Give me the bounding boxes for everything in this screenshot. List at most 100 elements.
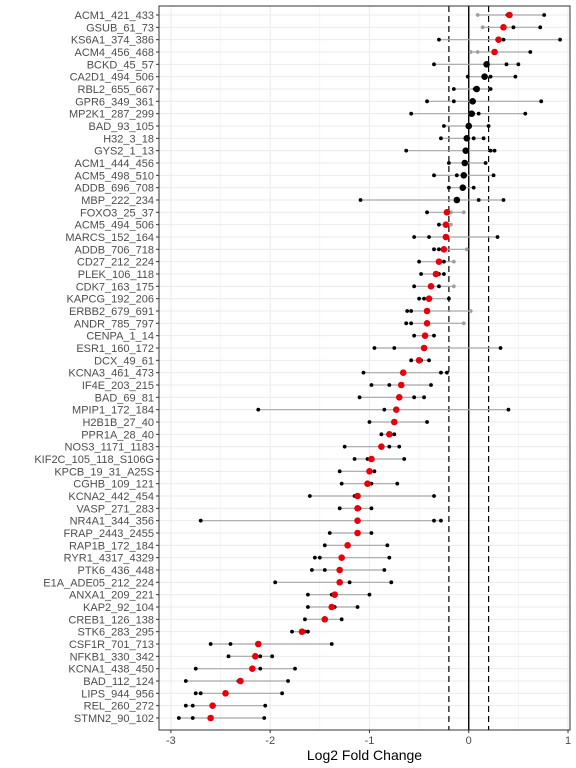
y-tick-label: PTK6_436_448 bbox=[78, 565, 154, 577]
replicate-point bbox=[352, 457, 357, 461]
replicate-point bbox=[183, 703, 188, 708]
replicate-point bbox=[355, 605, 360, 609]
replicate-point bbox=[432, 518, 436, 523]
mean-point bbox=[435, 258, 443, 265]
y-tick-label: NR4A1_344_356 bbox=[70, 516, 154, 528]
mean-point bbox=[395, 394, 403, 401]
replicate-point bbox=[190, 703, 195, 708]
y-tick-label: RBL2_655_667 bbox=[78, 84, 154, 96]
mean-point bbox=[442, 221, 450, 228]
replicate-point bbox=[419, 272, 423, 276]
replicate-point bbox=[404, 148, 409, 153]
replicate-point bbox=[437, 222, 441, 227]
mean-point bbox=[423, 320, 431, 327]
y-tick-label: BAD_93_105 bbox=[89, 121, 154, 133]
replicate-point bbox=[262, 716, 267, 720]
replicate-point bbox=[404, 321, 409, 326]
y-tick-label: REL_260_272 bbox=[84, 701, 154, 713]
replicate-point bbox=[327, 531, 332, 535]
replicate-point bbox=[446, 296, 451, 301]
replicate-point bbox=[290, 629, 294, 634]
replicate-point bbox=[495, 235, 500, 239]
replicate-point bbox=[501, 37, 506, 42]
mean-point bbox=[415, 357, 423, 364]
replicate-point bbox=[461, 321, 466, 326]
mean-point bbox=[481, 73, 488, 80]
mean-point bbox=[237, 677, 244, 685]
replicate-point bbox=[361, 370, 366, 375]
y-axis: ACM1_421_433GSUB_61_73KS6A1_374_386ACM4_… bbox=[34, 10, 159, 725]
replicate-point bbox=[442, 259, 446, 264]
y-tick-label: ACM4_456_468 bbox=[74, 47, 154, 59]
replicate-point bbox=[468, 50, 473, 54]
mean-point bbox=[222, 690, 229, 697]
y-tick-label: KAP2_92_104 bbox=[83, 602, 154, 614]
replicate-point bbox=[405, 309, 410, 313]
y-tick-label: DCX_49_61 bbox=[94, 355, 154, 367]
replicate-point bbox=[471, 136, 476, 141]
x-axis: -3 -2 -1 0 1 bbox=[166, 730, 571, 747]
mean-point bbox=[423, 307, 431, 315]
y-tick-label: CGHB_109_121 bbox=[73, 479, 154, 491]
replicate-point bbox=[329, 642, 334, 646]
y-tick-label: ADDB_696_708 bbox=[74, 183, 154, 195]
mean-point bbox=[354, 517, 361, 524]
replicate-point bbox=[498, 346, 503, 350]
mean-point bbox=[459, 184, 467, 191]
replicate-point bbox=[422, 296, 426, 301]
replicate-point bbox=[382, 407, 387, 412]
replicate-point bbox=[444, 370, 449, 375]
mean-point bbox=[338, 554, 345, 561]
replicate-point bbox=[475, 50, 480, 54]
y-tick-label: ACM5_494_506 bbox=[74, 220, 154, 232]
mean-point bbox=[468, 110, 476, 117]
y-tick-label: RYR1_4317_4329 bbox=[64, 553, 154, 565]
y-tick-label: CENPA_1_14 bbox=[86, 331, 154, 343]
replicate-point bbox=[387, 383, 392, 387]
replicate-point bbox=[439, 370, 443, 375]
mean-point bbox=[378, 443, 385, 450]
replicate-point bbox=[280, 691, 285, 696]
replicate-point bbox=[476, 111, 481, 116]
replicate-point bbox=[293, 666, 297, 671]
replicate-point bbox=[369, 506, 374, 511]
y-tick-label: ACM5_498_510 bbox=[74, 170, 154, 182]
mean-point bbox=[298, 628, 306, 635]
replicate-point bbox=[437, 247, 441, 252]
mean-point bbox=[336, 579, 343, 586]
replicate-point bbox=[501, 198, 506, 202]
y-tick-label: STK6_283_295 bbox=[78, 627, 154, 639]
mean-point bbox=[442, 233, 450, 241]
replicate-point bbox=[306, 629, 310, 634]
replicate-point bbox=[539, 99, 544, 104]
replicate-point bbox=[425, 420, 429, 424]
replicate-point bbox=[395, 481, 400, 486]
replicate-point bbox=[461, 210, 466, 215]
replicate-point bbox=[412, 284, 417, 289]
y-tick-label: ANXA1_209_221 bbox=[69, 590, 154, 602]
mean-point bbox=[328, 603, 336, 611]
data-marks bbox=[176, 11, 562, 722]
plot-border bbox=[158, 5, 571, 731]
y-tick-label: GSUB_61_73 bbox=[86, 22, 154, 34]
y-tick-label: KIF2C_105_118_S106G bbox=[34, 454, 154, 466]
mean-point bbox=[460, 172, 468, 179]
mean-point bbox=[344, 542, 351, 549]
mean-point bbox=[364, 480, 371, 487]
mean-point bbox=[443, 209, 451, 216]
replicate-point bbox=[367, 592, 372, 597]
replicate-point bbox=[486, 124, 491, 128]
mean-point bbox=[354, 505, 361, 512]
replicate-point bbox=[425, 99, 429, 104]
replicate-point bbox=[417, 296, 422, 301]
replicate-point bbox=[464, 247, 469, 252]
y-tick-label: KPCB_19_31_A25S bbox=[54, 466, 154, 478]
replicate-point bbox=[504, 62, 509, 67]
replicate-point bbox=[372, 469, 377, 474]
mean-point bbox=[506, 11, 513, 19]
replicate-point bbox=[432, 333, 436, 338]
y-tick-label: KS6A1_374_386 bbox=[71, 35, 154, 47]
y-tick-label: NOS3_1171_1183 bbox=[65, 442, 155, 454]
y-tick-label: MARCS_152_164 bbox=[65, 232, 154, 244]
